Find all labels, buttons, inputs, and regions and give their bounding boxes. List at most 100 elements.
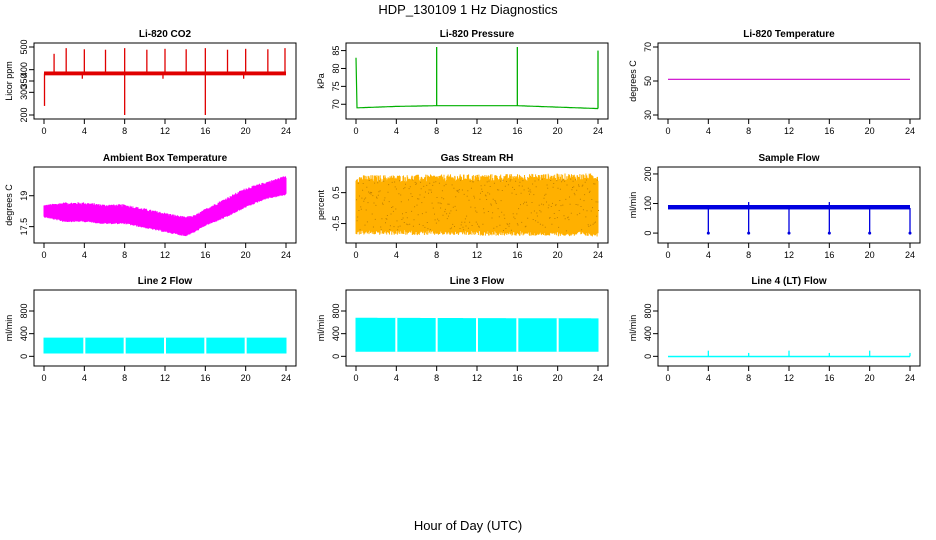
x-tick-label: 0	[353, 250, 358, 260]
x-tick-label: 8	[434, 126, 439, 136]
y-tick-label: 85	[331, 46, 341, 56]
x-tick-label: 20	[241, 126, 251, 136]
plot-area	[43, 48, 286, 115]
x-tick-label: 0	[665, 250, 670, 260]
x-tick-label: 24	[905, 373, 915, 383]
x-tick-label: 16	[200, 250, 210, 260]
x-tick-label: 4	[706, 250, 711, 260]
y-axis-label: percent	[316, 189, 326, 220]
spike-point	[908, 231, 912, 235]
x-tick-label: 8	[122, 250, 127, 260]
plot-area	[43, 176, 287, 237]
y-tick-label: 0	[643, 231, 653, 236]
x-tick-label: 4	[394, 126, 399, 136]
x-tick-label: 20	[241, 373, 251, 383]
x-tick-label: 20	[553, 373, 563, 383]
x-tick-label: 12	[784, 126, 794, 136]
y-tick-label: 400	[19, 326, 29, 341]
plot-frame	[33, 289, 297, 367]
x-tick-label: 12	[784, 373, 794, 383]
y-tick-label: 400	[19, 62, 29, 77]
panel-title: Li-820 Pressure	[440, 29, 515, 40]
x-tick-label: 16	[512, 250, 522, 260]
x-tick-label: 24	[281, 373, 291, 383]
x-tick-label: 24	[593, 373, 603, 383]
x-tick-label: 12	[472, 250, 482, 260]
x-tick-label: 0	[353, 373, 358, 383]
x-tick-label: 4	[394, 250, 399, 260]
x-tick-label: 24	[593, 126, 603, 136]
panel-2: Li-820 Pressure 0 4 8 12 16 20 24 70 75 80 85 kPa	[316, 29, 609, 136]
y-axis-label: ml/min	[4, 315, 14, 342]
plot-frame	[657, 42, 921, 120]
panel-title: Line 3 Flow	[450, 276, 505, 287]
y-tick-label: 19	[19, 191, 29, 201]
x-tick-label: 24	[593, 250, 603, 260]
y-tick-label: 200	[643, 166, 653, 181]
series-band	[43, 176, 287, 237]
x-tick-label: 24	[905, 126, 915, 136]
y-axis-label: ml/min	[628, 192, 638, 219]
y-tick-label: 70	[331, 99, 341, 109]
x-tick-label: 8	[434, 250, 439, 260]
x-tick-label: 4	[706, 373, 711, 383]
figure-title: HDP_130109 1 Hz Diagnostics	[378, 2, 558, 17]
panel-title: Li-820 Temperature	[743, 29, 835, 40]
plot-area	[43, 337, 287, 354]
x-tick-label: 8	[434, 373, 439, 383]
plot-area	[668, 202, 912, 235]
x-tick-label: 16	[200, 373, 210, 383]
x-tick-label: 8	[746, 126, 751, 136]
y-tick-label: 0	[331, 354, 341, 359]
y-tick-label: 400	[331, 326, 341, 341]
y-tick-label: 100	[643, 196, 653, 211]
plot-area	[355, 317, 599, 352]
y-tick-label: 400	[643, 326, 653, 341]
x-tick-label: 24	[905, 250, 915, 260]
x-tick-label: 0	[665, 373, 670, 383]
y-tick-label: -0.5	[331, 216, 341, 232]
series-texture	[356, 178, 599, 232]
panel-title: Line 2 Flow	[138, 276, 193, 287]
x-tick-label: 24	[281, 250, 291, 260]
panel-3: Li-820 Temperature 0 4 8 12 16 20 24 30 50 70 degre…	[628, 29, 921, 136]
y-tick-label: 200	[19, 107, 29, 122]
x-tick-label: 0	[41, 126, 46, 136]
x-tick-label: 16	[200, 126, 210, 136]
series-baseline	[668, 355, 910, 358]
panel-5: Gas Stream RH 0 4 8 12 16 20 24 -0.5 0.5 percent	[316, 153, 609, 260]
x-tick-label: 16	[824, 126, 834, 136]
y-tick-label: 0	[643, 354, 653, 359]
x-tick-label: 8	[746, 250, 751, 260]
panel-title: Li-820 CO2	[139, 29, 192, 40]
panel-title: Sample Flow	[758, 153, 819, 164]
x-tick-label: 4	[82, 250, 87, 260]
y-tick-label: 30	[643, 110, 653, 120]
x-tick-label: 16	[824, 373, 834, 383]
x-tick-label: 16	[512, 373, 522, 383]
y-axis-label: degrees C	[628, 60, 638, 102]
x-tick-label: 20	[865, 373, 875, 383]
plot-area	[355, 47, 599, 110]
y-tick-label: 70	[643, 42, 653, 52]
x-tick-label: 8	[122, 373, 127, 383]
plot-area	[668, 350, 911, 358]
panel-7: Line 2 Flow 0 4 8 12 16 20 24 0 400 800 ml/min	[4, 276, 297, 383]
panel-title: Ambient Box Temperature	[103, 153, 228, 164]
plot-area	[355, 173, 599, 237]
y-tick-label: 50	[643, 76, 653, 86]
series-baseline	[668, 205, 910, 210]
panel-6: Sample Flow 0 4 8 12 16 20 24 0 100 200 ml/min	[628, 153, 921, 260]
x-tick-label: 16	[824, 250, 834, 260]
x-tick-label: 12	[160, 250, 170, 260]
x-tick-label: 12	[160, 373, 170, 383]
y-axis-label: ml/min	[628, 315, 638, 342]
y-tick-label: 800	[331, 303, 341, 318]
y-tick-label: 350	[19, 73, 29, 88]
panel-title: Line 4 (LT) Flow	[751, 276, 827, 287]
y-tick-label: 800	[19, 303, 29, 318]
x-tick-label: 20	[553, 250, 563, 260]
y-tick-label: 80	[331, 63, 341, 73]
